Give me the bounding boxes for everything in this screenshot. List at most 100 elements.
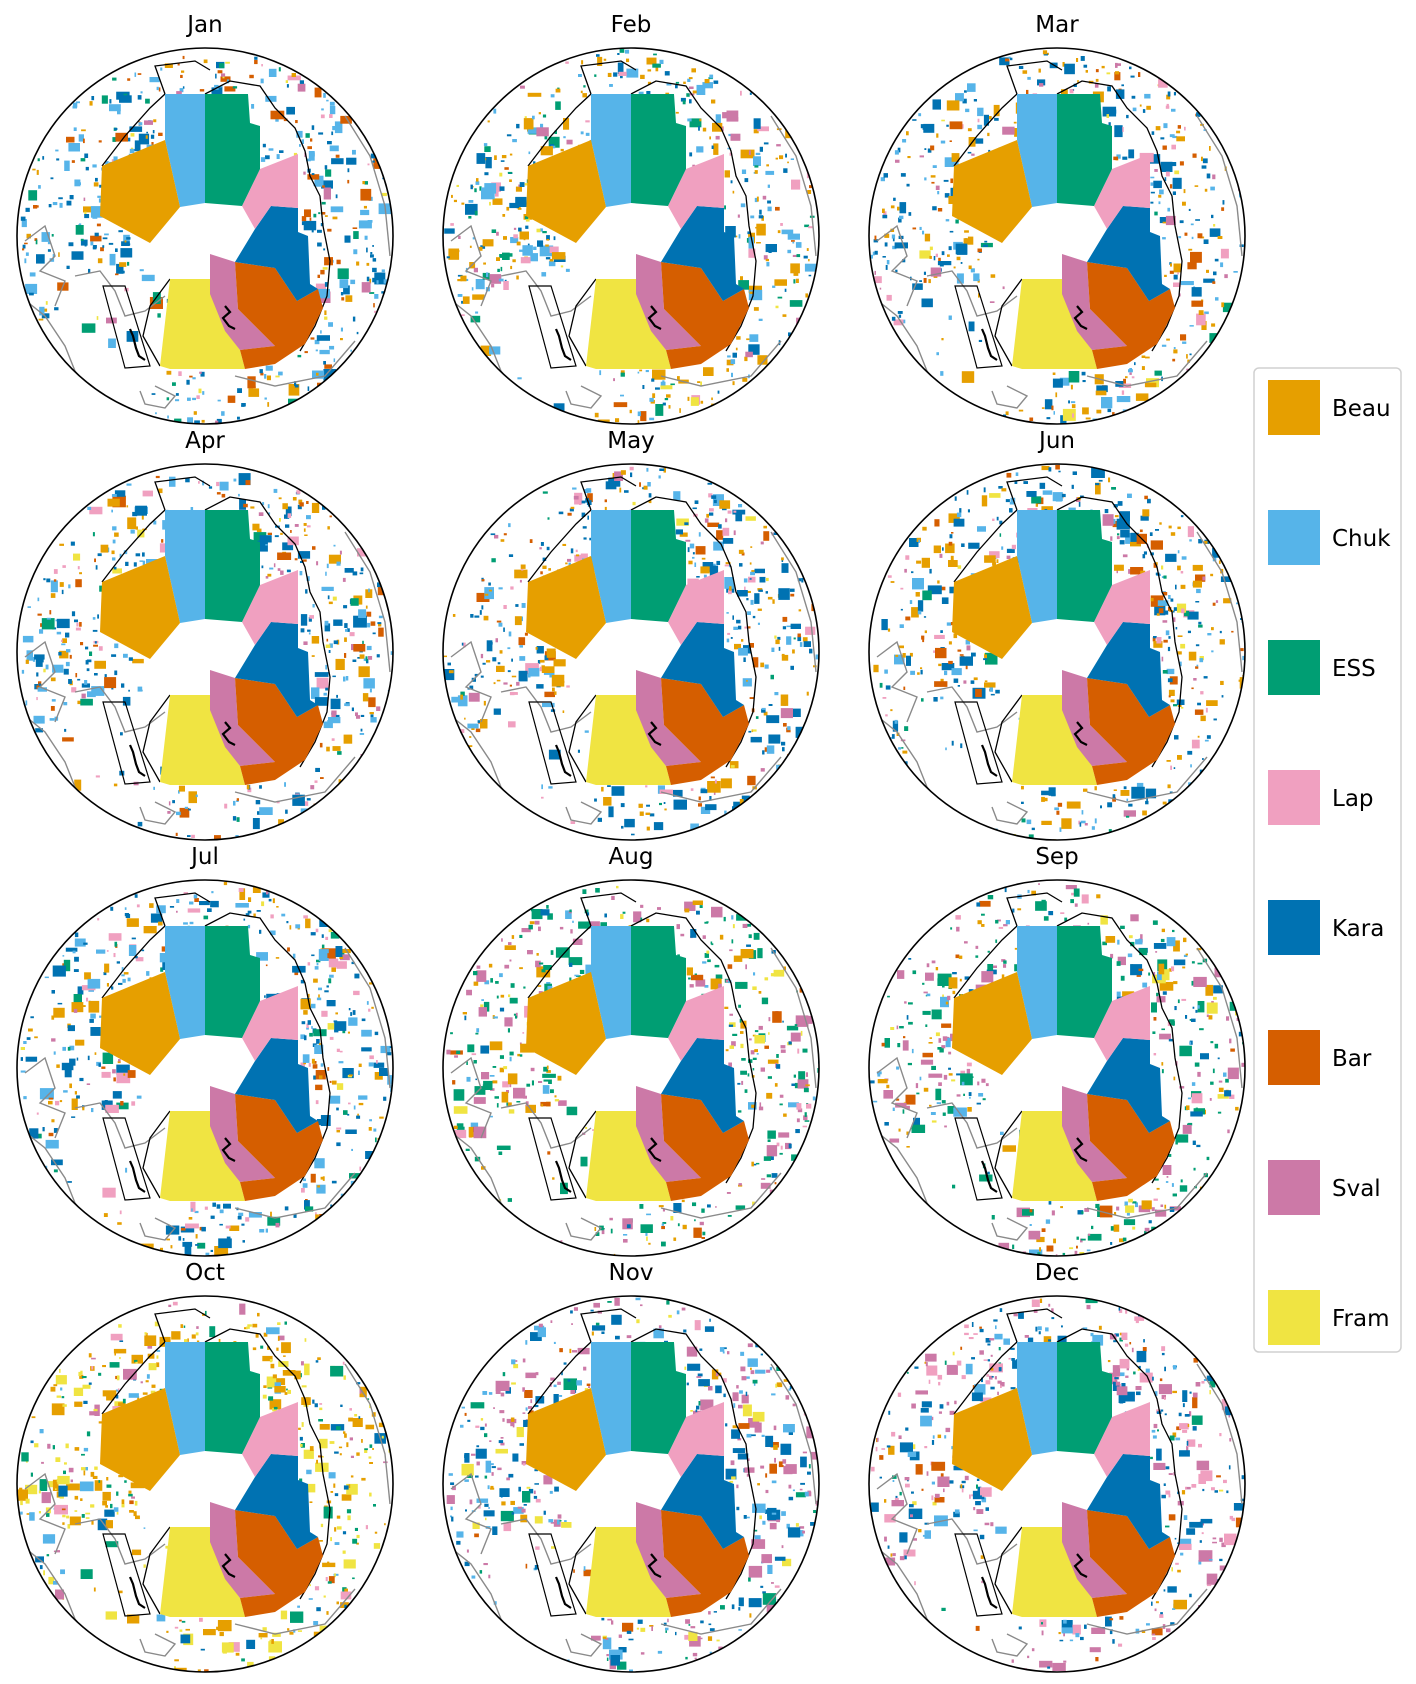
patch [361,1047,372,1052]
patch [58,252,60,257]
panel-title: Jun [1037,428,1075,454]
patch [111,550,115,555]
patch [967,83,976,92]
patch [365,656,368,662]
patch [561,1371,563,1376]
patch [272,1632,281,1637]
patch [929,1104,932,1107]
patch [554,1486,559,1492]
patch [928,1042,933,1044]
patch [54,1504,68,1515]
patch [203,1629,216,1636]
coastline-grey [991,1217,1029,1241]
region-beau [100,972,180,1075]
patch [917,610,922,615]
patch [81,683,90,688]
patch [323,1506,333,1519]
patch [749,643,754,648]
patch [96,949,106,954]
patch [269,1399,282,1410]
patch [709,136,711,140]
patch [1192,1006,1195,1009]
patch [659,802,662,806]
patch [1210,1081,1214,1085]
patch [983,114,989,126]
patch [322,1562,336,1568]
patch [44,308,48,312]
patch [908,212,912,216]
patch [307,146,312,150]
patch [1084,1208,1090,1212]
patch [351,961,355,965]
region-polygons [100,1342,323,1617]
patch [484,158,487,161]
patch [116,1102,129,1110]
patch [498,587,503,590]
patch [142,490,153,497]
patch [523,118,534,130]
patch [201,419,205,423]
patch [560,680,565,683]
patch [105,1505,108,1508]
patch [1001,974,1005,980]
patch [121,1499,125,1504]
patch [735,1205,746,1210]
patch [1162,1165,1172,1175]
patch [1153,972,1156,977]
patch [335,1012,338,1015]
patch [64,1068,72,1078]
patch [894,150,899,155]
patch [299,1478,303,1483]
patch [115,273,119,276]
patch [595,1322,600,1326]
patch [59,582,64,587]
patch [1059,827,1062,832]
panel-title: Nov [609,1260,654,1286]
patch [1193,678,1197,681]
patch [1026,491,1037,497]
patch [540,909,550,916]
patch [667,1618,669,1623]
patch [1003,964,1007,968]
patch [51,1403,65,1416]
patch [456,1123,464,1134]
coastline-black [953,93,1018,167]
patch [684,901,696,911]
patch [1188,248,1193,251]
region-kara [1087,1038,1170,1133]
patch [626,1224,631,1229]
patch [646,804,650,807]
patch [46,617,51,620]
patch [643,485,648,490]
patch [792,1489,795,1492]
patch [683,81,686,84]
patch [535,1498,541,1503]
patch [631,833,635,836]
patch [48,204,52,208]
patch [293,1629,296,1633]
patch [475,728,481,733]
patch [747,231,750,235]
patch [116,1072,131,1084]
patch [160,967,164,972]
patch [210,1249,213,1252]
patch [262,1355,273,1362]
patch [80,238,84,241]
patch [55,1488,57,1490]
patch [483,615,489,621]
patch [1123,786,1127,790]
patch [126,918,139,927]
patch [338,1446,343,1449]
patch [930,1112,936,1115]
coastline-black [204,912,331,1184]
patch [1218,1087,1224,1092]
patch [81,1467,86,1471]
patch [1191,300,1204,307]
patch [797,1079,809,1089]
patch [743,1515,747,1519]
patch [509,997,518,1004]
patch [304,209,311,218]
patch [902,139,907,143]
patch [938,663,942,667]
patch [738,1597,744,1607]
